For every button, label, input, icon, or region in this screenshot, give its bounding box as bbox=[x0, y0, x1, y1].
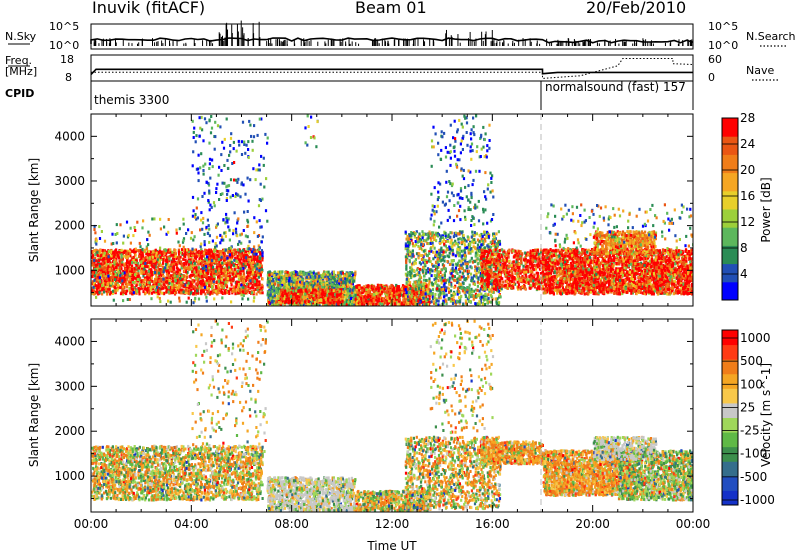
velocity-colorbar-tick: -500 bbox=[740, 470, 767, 484]
time-tick-label: 00:00 bbox=[676, 517, 711, 531]
cpid-panel bbox=[90, 81, 694, 110]
time-tick-label: 08:00 bbox=[274, 517, 309, 531]
freq-tick-high: 18 bbox=[60, 53, 74, 66]
colorbar-swatch bbox=[722, 209, 738, 228]
colorbar-swatch bbox=[722, 432, 738, 448]
power-colorbar-tick: 16 bbox=[740, 189, 755, 203]
range-tick-label: 1000 bbox=[54, 263, 85, 277]
nave-tick-low: 0 bbox=[708, 71, 715, 84]
time-tick-label: 12:00 bbox=[375, 517, 410, 531]
velocity-colorbar-label: Velocity [m s^-1] bbox=[759, 363, 773, 467]
colorbar-swatch bbox=[722, 190, 738, 210]
colorbar-swatch bbox=[722, 136, 738, 155]
power-colorbar: 4 8 12 16 20 24 28 bbox=[721, 111, 755, 301]
range-tick-label: 1000 bbox=[54, 469, 85, 483]
power-ylabel: Slant Range [km] bbox=[27, 158, 41, 262]
colorbar-swatch bbox=[722, 402, 738, 418]
range-tick-label: 4000 bbox=[54, 334, 85, 348]
colorbar-swatch bbox=[722, 344, 738, 360]
velocity-ylabel: Slant Range [km] bbox=[27, 363, 41, 467]
nsearch-line bbox=[90, 37, 694, 44]
power-colorbar-tick: 28 bbox=[740, 111, 755, 125]
program-label-1: themis 3300 bbox=[94, 93, 169, 107]
time-tick-label: 16:00 bbox=[475, 517, 510, 531]
colorbar-swatch bbox=[722, 388, 738, 404]
velocity-colorbar-tick: 100 bbox=[740, 377, 763, 391]
time-xlabel: Time UT bbox=[366, 539, 417, 553]
colorbar-swatch bbox=[722, 172, 738, 192]
colorbar-swatch bbox=[722, 154, 738, 174]
nsky-tick-high: 10^5 bbox=[49, 20, 79, 33]
freq-line bbox=[90, 68, 693, 76]
colorbar-swatch bbox=[722, 118, 738, 137]
freq-label: Freq. bbox=[5, 54, 32, 67]
colorbar-swatch bbox=[722, 330, 738, 346]
freq-tick-low: 8 bbox=[65, 71, 72, 84]
velocity-colorbar-tick: 25 bbox=[740, 400, 755, 414]
cpid-label: CPID bbox=[5, 87, 34, 100]
freq-unit-label: [MHz] bbox=[5, 65, 37, 78]
time-tick-label: 20:00 bbox=[575, 517, 610, 531]
colorbar-swatch bbox=[722, 281, 738, 301]
velocity-colorbar-tick: 1000 bbox=[740, 331, 771, 345]
nsearch-label: N.Search bbox=[746, 30, 796, 43]
velocity-colorbar-tick: -100 bbox=[740, 447, 767, 461]
nave-line bbox=[91, 58, 694, 79]
range-tick-label: 2000 bbox=[54, 219, 85, 233]
power-colorbar-tick: 4 bbox=[740, 267, 748, 281]
velocity-panel: 1000 2000 3000 4000 00:00 04:00 08:00 12:00 16:0… bbox=[54, 318, 711, 531]
velocity-colorbar-tick: -25 bbox=[740, 424, 760, 438]
colorbar-swatch bbox=[722, 461, 738, 477]
noise-panel bbox=[90, 20, 694, 50]
power-colorbar-tick: 24 bbox=[740, 137, 755, 151]
time-tick-label: 00:00 bbox=[74, 517, 109, 531]
colorbar-swatch bbox=[722, 359, 738, 375]
power-colorbar-tick: 20 bbox=[740, 163, 755, 177]
range-tick-label: 3000 bbox=[54, 379, 85, 393]
colorbar-swatch bbox=[722, 245, 738, 265]
velocity-colorbar-tick: -1000 bbox=[740, 493, 775, 507]
range-tick-label: 4000 bbox=[54, 129, 85, 143]
velocity-colorbar: 1000 500 100 25 -25 -100 -500 -1000 bbox=[721, 329, 775, 507]
colorbar-swatch bbox=[722, 475, 738, 491]
colorbar-swatch bbox=[722, 446, 738, 462]
nave-label: Nave bbox=[746, 64, 774, 77]
nsearch-tick-high: 10^5 bbox=[708, 20, 738, 33]
nave-tick-high: 60 bbox=[708, 53, 722, 66]
freq-panel bbox=[90, 54, 694, 82]
range-tick-label: 2000 bbox=[54, 424, 85, 438]
colorbar-swatch bbox=[722, 263, 738, 283]
beam-title: Beam 01 bbox=[355, 0, 427, 17]
power-panel: 1000 2000 3000 4000 bbox=[54, 113, 694, 307]
station-title: Inuvik (fitACF) bbox=[92, 0, 205, 17]
power-colorbar-tick: 12 bbox=[740, 215, 755, 229]
power-colorbar-tick: 8 bbox=[740, 241, 748, 255]
date-title: 20/Feb/2010 bbox=[586, 0, 686, 17]
power-colorbar-label: Power [dB] bbox=[759, 177, 773, 242]
nsearch-tick-low: 10^0 bbox=[708, 39, 738, 52]
colorbar-swatch bbox=[722, 227, 738, 246]
velocity-colorbar-tick: 500 bbox=[740, 354, 763, 368]
colorbar-swatch bbox=[722, 417, 738, 433]
range-tick-label: 3000 bbox=[54, 174, 85, 188]
colorbar-swatch bbox=[722, 490, 738, 506]
nsky-label: N.Sky bbox=[5, 30, 36, 43]
nsky-tick-low: 10^0 bbox=[49, 39, 79, 52]
program-label-2: normalsound (fast) 157 bbox=[545, 80, 686, 94]
time-tick-label: 04:00 bbox=[174, 517, 209, 531]
colorbar-swatch bbox=[722, 373, 738, 389]
